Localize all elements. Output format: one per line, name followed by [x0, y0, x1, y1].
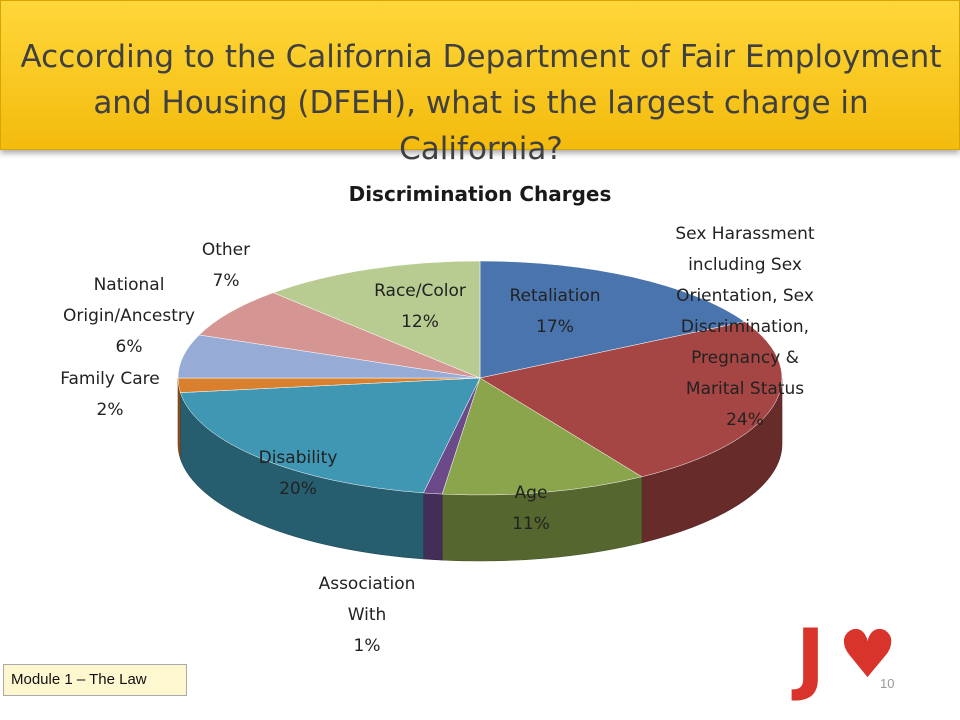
pie-label-value: 7% — [212, 271, 240, 291]
pie-label-line: Sex Harassment — [675, 224, 815, 244]
module-tag: Module 1 – The Law — [3, 664, 187, 696]
slide-title: According to the California Department o… — [20, 39, 942, 167]
pie-label-4: Disability 20% — [238, 443, 358, 505]
page-number: 10 — [880, 676, 895, 691]
pie-label-line: Other — [201, 240, 251, 260]
pie-label-5: Family Care 2% — [40, 364, 180, 426]
pie-label-value: 24% — [726, 410, 764, 430]
pie-label-line: With — [347, 605, 387, 625]
pie-label-line: Age — [514, 483, 548, 503]
pie-label-3: Association With 1% — [300, 569, 434, 662]
pie-label-value: 20% — [279, 479, 317, 499]
brand-logo: J ♥ — [790, 614, 897, 704]
pie-label-line: Discrimination, — [680, 317, 810, 337]
pie-label-value: 12% — [401, 312, 439, 332]
pie-label-line: Race/Color — [374, 281, 466, 301]
pie-slice-0 — [479, 260, 746, 379]
pie-label-7: Other 7% — [186, 235, 266, 297]
pie-side-3 — [423, 492, 443, 561]
pie-label-line: Pregnancy & — [691, 348, 799, 368]
pie-label-line: National — [93, 275, 165, 295]
pie-label-line: Disability — [258, 448, 338, 468]
pie-slice-4 — [180, 377, 481, 494]
pie-label-line: Retaliation — [509, 286, 601, 306]
pie-slice-2 — [441, 377, 643, 496]
pie-label-6: National Origin/Ancestry 6% — [44, 270, 214, 363]
pie-slice-7 — [198, 292, 481, 379]
pie-slice-1 — [479, 321, 783, 478]
pie-label-2: Age 11% — [488, 478, 574, 540]
pie-label-1: Sex Harassment including Sex Orientation, … — [660, 219, 830, 436]
pie-label-line: Orientation, Sex — [676, 286, 814, 306]
pie-label-value: 6% — [115, 337, 143, 357]
pie-label-line: Association — [318, 574, 416, 594]
chart-title: Discrimination Charges — [348, 182, 612, 206]
pie-label-value: 2% — [96, 400, 124, 420]
pie-label-0: Retaliation 17% — [492, 281, 618, 343]
title-banner: According to the California Department o… — [0, 0, 960, 167]
pie-label-value: 17% — [536, 317, 574, 337]
pie-label-line: Family Care — [60, 369, 160, 389]
heart-icon: ♥ — [838, 616, 898, 693]
pie-slice-8 — [272, 260, 481, 379]
logo-letter: J — [796, 614, 826, 704]
pie-label-line: including Sex — [688, 255, 802, 275]
pie-label-value: 1% — [353, 636, 381, 656]
pie-label-value: 11% — [512, 514, 550, 534]
pie-label-line: Marital Status — [685, 379, 805, 399]
pie-label-8: Race/Color 12% — [356, 276, 484, 338]
pie-label-line: Origin/Ancestry — [63, 306, 195, 326]
